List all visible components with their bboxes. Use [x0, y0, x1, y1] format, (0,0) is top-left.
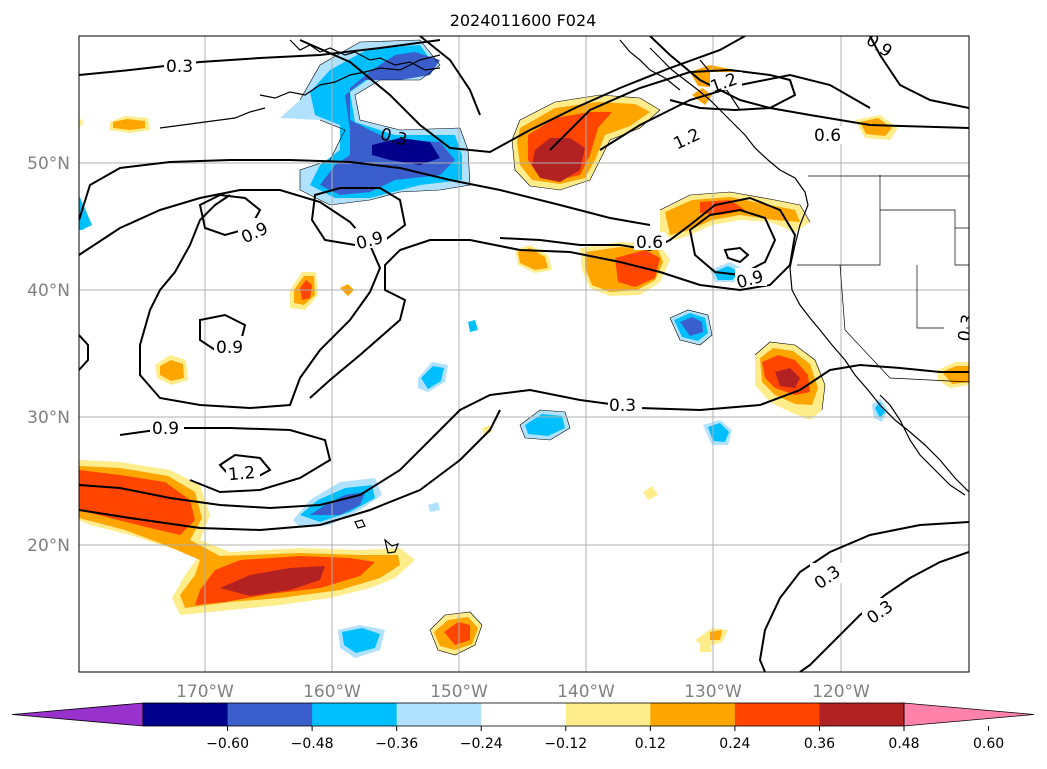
contour-label: 0.3 [955, 313, 979, 343]
lat-label: 40°N [27, 281, 70, 301]
map-title: 2024011600 F024 [450, 11, 597, 30]
colorbar-frame [142, 702, 905, 727]
longitude-labels: 170°W 160°W 150°W 140°W 130°W 120°W [176, 682, 870, 702]
colorbar-tick-label: −0.24 [460, 736, 503, 752]
shading-outlines [299, 39, 826, 656]
lat-label: 30°N [27, 408, 70, 428]
contour-label-group: 0.3 0.3 0.9 1.2 1.2 0.6 0.9 0.9 0.6 0.9 … [150, 36, 979, 629]
map-plot-area: 0.3 0.3 0.9 1.2 1.2 0.6 0.9 0.9 0.6 0.9 … [79, 36, 979, 672]
contour-label: 0.9 [152, 419, 179, 439]
lon-label: 130°W [684, 682, 742, 702]
colorbar-tick-label: −0.12 [544, 736, 587, 752]
colorbar-segment [819, 703, 905, 726]
lat-label: 20°N [27, 536, 70, 556]
colorbar: −0.60 −0.48 −0.36 −0.24 −0.12 0.12 0.24 0.36 0.4… [11, 702, 1035, 752]
contour-label: 0.3 [166, 57, 193, 77]
latitude-labels: 50°N 40°N 30°N 20°N [27, 154, 70, 556]
colorbar-segment [565, 703, 651, 726]
colorbar-segment [396, 703, 482, 726]
negative-anomaly-shading [79, 40, 888, 658]
colorbar-segment [650, 703, 736, 726]
contour-label: 0.9 [216, 338, 243, 358]
colorbar-tick-label: −0.60 [206, 736, 249, 752]
map-frame [78, 35, 970, 673]
lat-label: 50°N [27, 154, 70, 174]
graticule [79, 36, 969, 672]
colorbar-segment [312, 703, 398, 726]
colorbar-tick-label: 0.24 [719, 736, 750, 752]
colorbar-tick-label: 0.48 [888, 736, 919, 752]
colorbar-tick-label: 0.60 [973, 736, 1004, 752]
colorbar-segment [734, 703, 820, 726]
lon-label: 160°W [303, 682, 361, 702]
colorbar-segment [227, 703, 313, 726]
coastlines [159, 39, 969, 554]
colorbar-tick-label: −0.36 [375, 736, 418, 752]
colorbar-tick-label: 0.12 [635, 736, 666, 752]
contour-label: 0.6 [636, 233, 663, 253]
contour-lines [79, 36, 969, 672]
lon-label: 120°W [812, 682, 870, 702]
colorbar-segment [481, 703, 567, 726]
colorbar-extend-low [11, 702, 144, 727]
lon-label: 140°W [557, 682, 615, 702]
colorbar-extend-high [903, 702, 1035, 727]
colorbar-tick-label: 0.36 [804, 736, 835, 752]
contour-label: 0.6 [814, 126, 841, 146]
lon-label: 170°W [176, 682, 234, 702]
contour-label: 0.3 [609, 396, 636, 416]
lon-label: 150°W [430, 682, 488, 702]
colorbar-segment [143, 703, 229, 726]
contour-label: 1.2 [227, 463, 256, 485]
colorbar-tick-label: −0.48 [291, 736, 334, 752]
